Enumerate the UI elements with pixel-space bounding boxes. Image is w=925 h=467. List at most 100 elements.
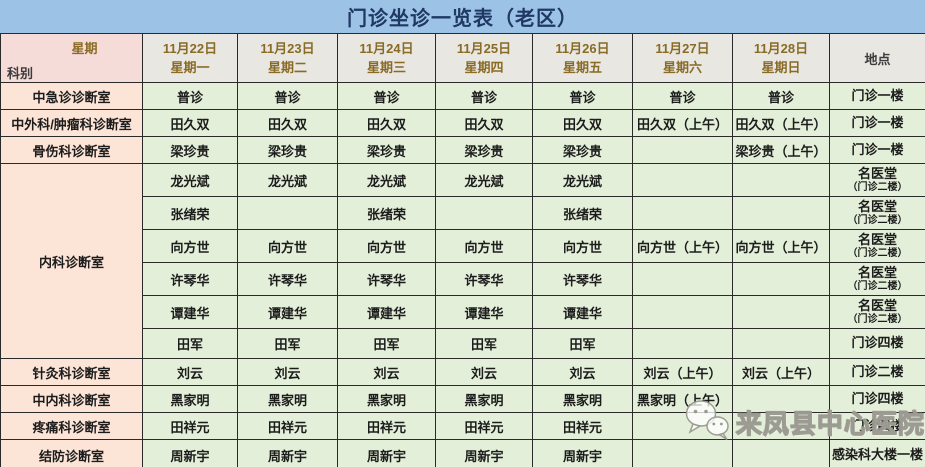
schedule-cell: 龙光斌 <box>142 163 238 197</box>
schedule-cell: 普诊 <box>632 82 733 110</box>
location-main: 名医堂 <box>857 264 897 280</box>
schedule-cell <box>632 196 733 230</box>
schedule-cell: 向方世 <box>532 229 633 263</box>
day-weekday: 星期一 <box>170 60 210 75</box>
location-main: 感染科大楼一楼 <box>831 446 923 462</box>
schedule-cell <box>632 295 733 329</box>
schedule-cell: 梁珍贵 <box>142 136 238 164</box>
schedule-cell <box>732 262 830 296</box>
schedule-cell: 许琴华 <box>337 262 436 296</box>
schedule-cell: 谭建华 <box>337 295 436 329</box>
schedule-cell: 向方世 <box>142 229 238 263</box>
schedule-cell <box>732 163 830 197</box>
day-header-cell: 11月27日 星期六 <box>632 33 733 83</box>
schedule-cell: 刘云（上午） <box>732 358 830 386</box>
dept-cell: 针灸科诊断室 <box>0 358 143 386</box>
schedule-cell <box>732 385 830 413</box>
schedule-cell: 许琴华 <box>237 262 338 296</box>
schedule-cell: 田久双（上午） <box>632 109 733 137</box>
schedule-cell: 黑家明（上午） <box>632 385 733 413</box>
schedule-cell: 田祥元 <box>532 412 633 440</box>
table-row: 中内科诊断室 黑家明 黑家明 黑家明 黑家明 黑家明 黑家明（上午） 门诊四楼 <box>0 385 925 413</box>
location-main: 门诊一楼 <box>851 141 904 157</box>
location-sub: （门诊二楼） <box>847 214 908 226</box>
schedule-cell <box>632 328 733 359</box>
location-cell: 门诊一楼 <box>829 136 925 164</box>
location-main: 门诊四楼 <box>851 335 904 351</box>
schedule-cell: 普诊 <box>532 82 633 110</box>
schedule-cell: 张绪荣 <box>142 196 238 230</box>
schedule-cell: 梁珍贵 <box>337 136 436 164</box>
schedule-cell: 黑家明 <box>337 385 436 413</box>
schedule-cell <box>732 439 830 467</box>
schedule-cell <box>632 412 733 440</box>
schedule-cell: 田军 <box>532 328 633 359</box>
day-header-cell: 11月24日 星期三 <box>337 33 436 83</box>
day-weekday: 星期四 <box>464 60 504 75</box>
schedule-cell: 田祥元 <box>142 412 238 440</box>
location-sub: （门诊二楼） <box>847 280 908 292</box>
schedule-cell: 田久双 <box>337 109 436 137</box>
schedule-cell <box>732 328 830 359</box>
dept-cell: 内科诊断室 <box>0 163 143 359</box>
schedule-cell: 田久双 <box>237 109 338 137</box>
location-sub: （门诊二楼） <box>847 247 908 259</box>
dept-cell: 中外科/肿瘤科诊断室 <box>0 109 143 137</box>
schedule-cell: 黑家明 <box>142 385 238 413</box>
schedule-cell: 田久双（上午） <box>732 109 830 137</box>
location-cell: 门诊四楼 <box>829 328 925 359</box>
schedule-cell: 张绪荣 <box>532 196 633 230</box>
table-row: 谭建华 谭建华 谭建华 谭建华 谭建华 名医堂 （门诊二楼） <box>1 295 925 329</box>
schedule-cell: 梁珍贵 <box>435 136 533 164</box>
location-main: 门诊四楼 <box>851 417 904 433</box>
schedule-cell: 张绪荣 <box>337 196 436 230</box>
header-row: 星期 科别 11月22日 星期一 11月23日 星期二 11月24日 星期三 11月25日 星期四… <box>0 33 925 83</box>
schedule-table: 星期 科别 11月22日 星期一 11月23日 星期二 11月24日 星期三 11月25日 星期四… <box>0 33 925 467</box>
day-weekday: 星期五 <box>562 60 602 75</box>
table-row: 内科诊断室 龙光斌 龙光斌 龙光斌 龙光斌 龙光斌 名医堂 （门诊二楼） <box>0 163 925 359</box>
location-main: 名医堂 <box>857 297 897 313</box>
schedule-cell: 梁珍贵 <box>532 136 633 164</box>
location-cell: 门诊一楼 <box>829 82 925 110</box>
schedule-cell: 周新宇 <box>532 439 633 467</box>
location-cell: 名医堂 （门诊二楼） <box>829 295 925 329</box>
location-cell: 名医堂 （门诊二楼） <box>829 196 925 230</box>
schedule-cell: 龙光斌 <box>237 163 338 197</box>
location-header-cell: 地点 <box>829 33 925 83</box>
table-row: 向方世 向方世 向方世 向方世 向方世 向方世（上午） 向方世（上午） 名医堂 （门诊二楼） <box>1 229 925 263</box>
dept-cell: 疼痛科诊断室 <box>0 412 143 440</box>
schedule-cell: 田军 <box>435 328 533 359</box>
schedule-cell: 田军 <box>337 328 436 359</box>
schedule-cell: 刘云（上午） <box>632 358 733 386</box>
day-weekday: 星期六 <box>662 60 702 75</box>
day-weekday: 星期三 <box>366 60 406 75</box>
location-cell: 门诊四楼 <box>829 412 925 440</box>
schedule-cell: 梁珍贵（上午） <box>732 136 830 164</box>
location-main: 名医堂 <box>857 198 897 214</box>
location-cell: 名医堂 （门诊二楼） <box>829 229 925 263</box>
day-date: 11月22日 <box>162 40 218 56</box>
dept-cell: 中急诊诊断室 <box>0 82 143 110</box>
location-main: 名医堂 <box>857 165 897 181</box>
schedule-cell: 向方世 <box>435 229 533 263</box>
location-cell: 感染科大楼一楼 <box>829 439 925 467</box>
schedule-cell: 普诊 <box>237 82 338 110</box>
title-bar: 门诊坐诊一览表（老区） <box>0 0 925 33</box>
schedule-cell: 刘云 <box>337 358 436 386</box>
schedule-cell: 黑家明 <box>532 385 633 413</box>
day-date: 11月28日 <box>753 40 809 56</box>
location-cell: 门诊二楼 <box>829 358 925 386</box>
schedule-cell: 刘云 <box>532 358 633 386</box>
schedule-cell: 刘云 <box>435 358 533 386</box>
table-row: 骨伤科诊断室 梁珍贵 梁珍贵 梁珍贵 梁珍贵 梁珍贵 梁珍贵（上午） 门诊一楼 <box>0 136 925 164</box>
schedule-cell: 普诊 <box>337 82 436 110</box>
schedule-cell: 向方世（上午） <box>732 229 830 263</box>
day-header-cell: 11月28日 星期日 <box>732 33 830 83</box>
schedule-cell: 田久双 <box>532 109 633 137</box>
schedule-cell: 田祥元 <box>237 412 338 440</box>
schedule-cell: 田久双 <box>435 109 533 137</box>
location-main: 门诊一楼 <box>851 87 904 103</box>
schedule-cell: 谭建华 <box>237 295 338 329</box>
schedule-cell <box>732 196 830 230</box>
schedule-cell: 田久双 <box>142 109 238 137</box>
